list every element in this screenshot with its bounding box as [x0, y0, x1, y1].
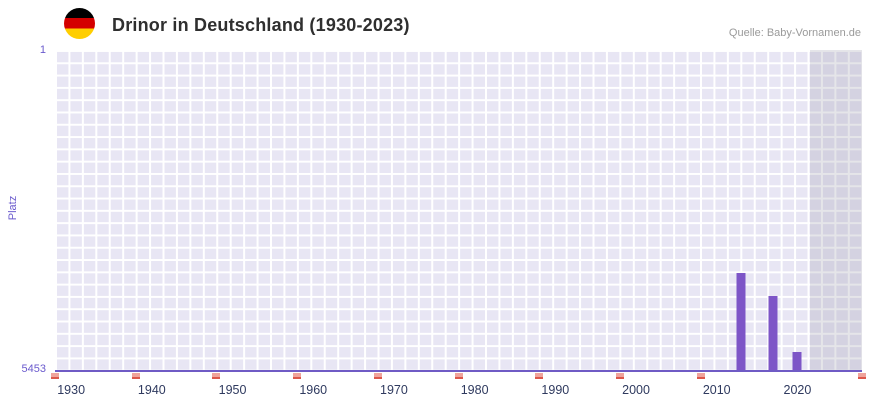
future-shaded-region — [809, 50, 862, 370]
plot-area — [55, 50, 862, 372]
axis-tick-marker — [696, 373, 705, 379]
x-axis-year-label: 1980 — [460, 383, 489, 397]
x-axis-year-label: 2010 — [702, 383, 731, 397]
x-axis-year-label: 1990 — [541, 383, 570, 397]
axis-tick-marker — [131, 373, 140, 379]
x-axis-labels: 1930 1940 1950 1960 1970 1980 1990 2000 2010 2020 — [55, 383, 862, 403]
axis-tick-marker — [212, 373, 221, 379]
axis-tick-marker — [535, 373, 544, 379]
axis-markers-layer — [51, 372, 866, 382]
x-axis-year-label: 2000 — [622, 383, 650, 397]
x-axis-year-label: 1940 — [137, 383, 166, 397]
germany-flag-icon — [64, 8, 95, 39]
x-axis-year-label: 1930 — [57, 383, 86, 397]
chart-title: Drinor in Deutschland (1930-2023) — [112, 15, 410, 35]
bars-layer — [55, 50, 862, 370]
rank-bar-2017[interactable] — [768, 296, 778, 370]
rank-bar-2020[interactable] — [792, 352, 802, 370]
axis-tick-marker — [293, 373, 302, 379]
source-attribution: Quelle: Baby-Vornamen.de — [728, 27, 861, 39]
x-axis-year-label: 2020 — [783, 383, 812, 397]
rank-bar-2013[interactable] — [736, 272, 746, 370]
y-axis-label: Platz — [7, 195, 19, 221]
axis-tick-marker — [615, 373, 624, 379]
x-axis-year-label: 1960 — [299, 383, 328, 397]
y-tick-top: 1 — [39, 44, 46, 56]
y-tick-bottom: 5453 — [21, 363, 46, 375]
axis-tick-marker — [454, 373, 463, 379]
axis-tick-marker — [51, 373, 59, 379]
x-axis-year-label: 1950 — [218, 383, 247, 397]
axis-tick-marker — [373, 373, 382, 379]
x-axis-year-label: 1970 — [380, 383, 408, 397]
axis-tick-marker — [858, 373, 866, 379]
